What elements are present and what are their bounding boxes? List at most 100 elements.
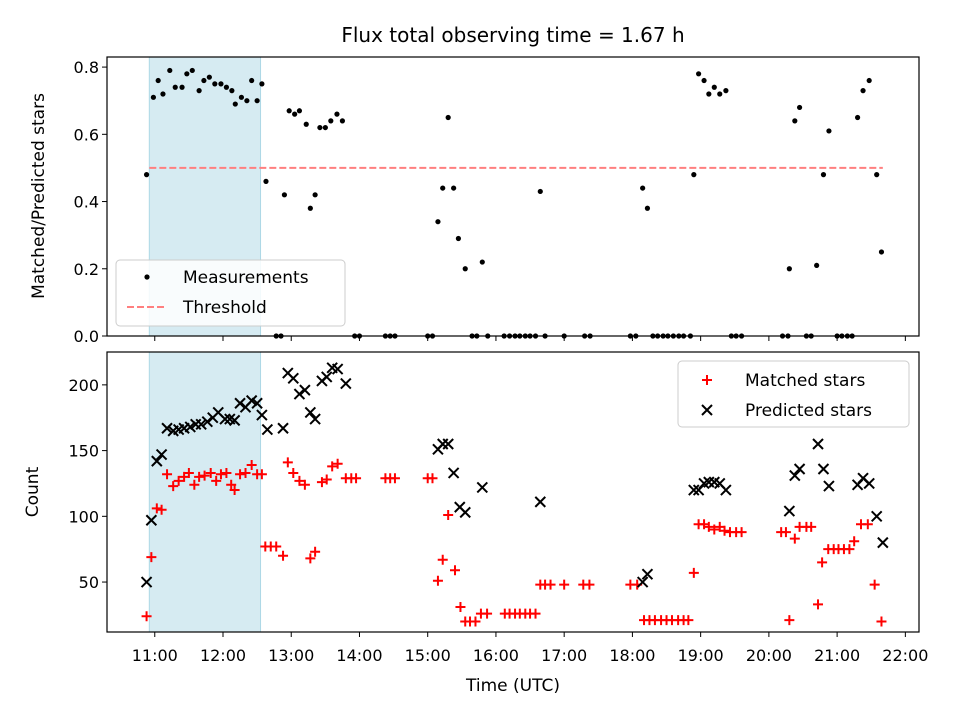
predicted-stars-point xyxy=(817,463,830,475)
predicted-stars-point xyxy=(228,414,241,427)
matched-stars-point xyxy=(199,470,210,481)
x-tick-label: 19:00 xyxy=(678,646,724,665)
matched-stars-point xyxy=(709,524,720,535)
legend-predicted-marker xyxy=(701,404,713,416)
axes-frame xyxy=(106,56,920,337)
x-tick-label: 17:00 xyxy=(541,646,587,665)
matched-stars-point xyxy=(703,521,714,532)
measurement-point xyxy=(238,94,245,100)
measurement-point xyxy=(537,188,543,195)
measurement-point xyxy=(445,114,451,121)
measurement-point xyxy=(322,124,328,131)
matched-stars-point xyxy=(559,579,570,590)
measurement-point xyxy=(706,91,712,97)
predicted-stars-point xyxy=(234,397,246,409)
axes-frame xyxy=(106,351,920,633)
matched-stars-point xyxy=(282,457,293,468)
measurement-point xyxy=(826,128,832,134)
predicted-stars-point xyxy=(442,438,454,450)
predicted-stars-point xyxy=(245,394,258,407)
legend-threshold-label: Threshold xyxy=(182,298,267,318)
matched-stars-point xyxy=(229,485,240,496)
measurement-point xyxy=(696,71,702,77)
matched-stars-point xyxy=(294,475,305,486)
predicted-stars-point xyxy=(534,496,547,508)
measurement-point xyxy=(184,71,190,77)
matched-stars-point xyxy=(584,579,595,590)
measurement-point xyxy=(263,178,269,184)
matched-stars-point xyxy=(235,469,246,480)
measurement-point xyxy=(711,84,717,90)
predicted-stars-point xyxy=(140,576,153,588)
measurement-point xyxy=(160,91,166,97)
y-tick-label: 0.0 xyxy=(74,327,99,346)
measurement-point xyxy=(244,98,250,104)
matched-stars-point xyxy=(545,579,556,590)
predicted-stars-point xyxy=(201,415,214,428)
predicted-stars-point xyxy=(293,388,306,400)
legend-predicted-label: Predicted stars xyxy=(745,401,872,421)
predicted-stars-point xyxy=(309,413,321,425)
x-tick-label: 16:00 xyxy=(473,646,519,665)
matched-stars-point xyxy=(189,479,200,490)
measurement-point xyxy=(196,88,202,94)
legend-box xyxy=(115,259,346,327)
measurement-point xyxy=(334,111,340,117)
measurement-point xyxy=(155,77,161,84)
predicted-stars-point xyxy=(287,372,299,384)
measurement-point xyxy=(717,91,723,97)
predicted-stars-point xyxy=(720,484,732,496)
x-axis-label: Time (UTC) xyxy=(465,676,560,696)
measurement-point xyxy=(292,111,298,117)
measurement-point xyxy=(201,77,207,84)
matched-stars-point xyxy=(813,599,824,610)
x-tick-label: 11:00 xyxy=(132,646,178,665)
matched-stars-point xyxy=(221,467,232,478)
measurement-point xyxy=(786,266,792,272)
matched-stars-point xyxy=(688,567,699,578)
measurement-point xyxy=(874,172,880,178)
matched-stars-point xyxy=(299,479,310,490)
legend-matched-marker xyxy=(702,375,712,385)
y-tick-label: 0.2 xyxy=(74,260,99,279)
predicted-stars-point xyxy=(331,363,344,375)
measurement-point xyxy=(189,67,195,74)
y-tick-label: 100 xyxy=(68,507,99,526)
predicted-stars-point xyxy=(823,480,835,492)
predicted-stars-point xyxy=(219,413,231,425)
matched-stars-point xyxy=(789,533,800,544)
predicted-stars-point xyxy=(251,397,263,409)
matched-stars-point xyxy=(389,473,400,484)
matched-stars-point xyxy=(455,602,466,613)
predicted-stars-point xyxy=(476,481,489,494)
matched-stars-point xyxy=(271,541,282,552)
matched-stars-point xyxy=(215,469,226,480)
predicted-stars-point xyxy=(789,469,801,482)
matched-stars-point xyxy=(719,525,730,536)
matched-stars-point xyxy=(427,473,438,484)
matched-stars-point xyxy=(806,521,817,532)
predicted-stars-point xyxy=(321,371,333,383)
matched-stars-point xyxy=(226,479,237,490)
measurement-point xyxy=(701,77,707,84)
top-panel: 0.0 0.2 0.4 0.6 0.8 Measurements Threshold xyxy=(74,56,920,346)
measurement-point xyxy=(440,185,446,191)
measurement-point xyxy=(860,88,866,94)
matched-stars-point xyxy=(256,469,267,480)
matched-stars-point xyxy=(246,460,257,471)
measurement-point xyxy=(866,77,872,84)
matched-stars-point xyxy=(141,611,152,622)
measurement-point xyxy=(232,101,238,107)
matched-stars-point xyxy=(205,467,216,478)
measurement-point xyxy=(462,266,468,272)
y-tick-label: 200 xyxy=(68,376,99,395)
measurement-point xyxy=(212,81,218,87)
predicted-stars-point xyxy=(447,467,460,479)
measurement-point xyxy=(479,259,485,265)
predicted-stars-point xyxy=(863,477,875,490)
measurement-point xyxy=(286,108,292,114)
matched-stars-point xyxy=(683,615,694,626)
predicted-stars-point xyxy=(304,406,317,419)
measurement-point xyxy=(814,262,820,269)
x-tick-label: 21:00 xyxy=(814,646,860,665)
